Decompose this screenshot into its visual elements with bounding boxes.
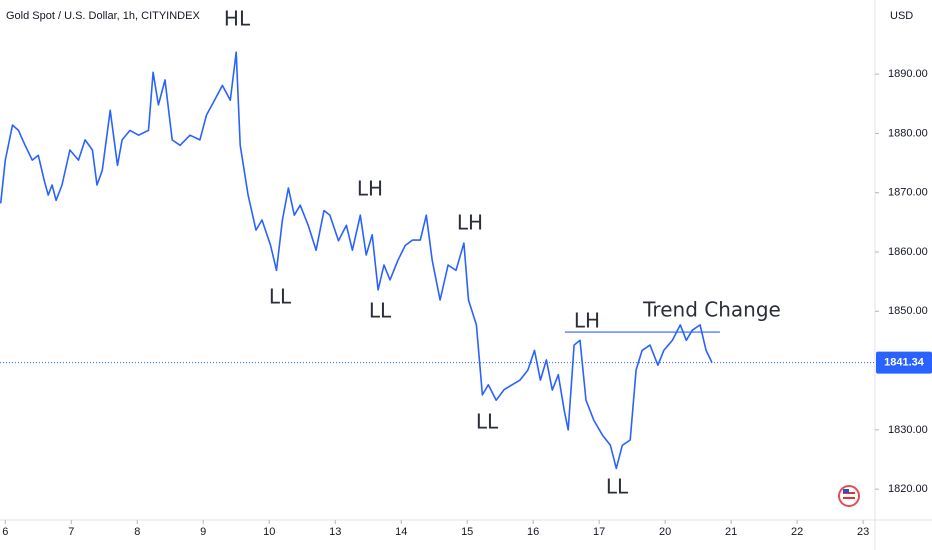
y-tick-label: 1880.00 xyxy=(888,127,928,139)
annotation: LL xyxy=(476,410,499,434)
x-tick-label: 6 xyxy=(2,526,8,538)
last-price-box xyxy=(876,351,932,374)
x-tick-label: 15 xyxy=(461,526,473,538)
x-tick-label: 9 xyxy=(200,526,206,538)
y-tick-label: 1850.00 xyxy=(888,305,928,317)
last-price-label: 1841.34 xyxy=(884,357,925,369)
x-tick-label: 21 xyxy=(725,526,737,538)
y-tick-label: 1890.00 xyxy=(888,68,928,80)
x-tick-label: 16 xyxy=(527,526,539,538)
x-tick-label: 10 xyxy=(263,526,275,538)
chart-title: Gold Spot / U.S. Dollar, 1h, CITYINDEX xyxy=(6,10,200,22)
y-tick-label: 1870.00 xyxy=(888,187,928,199)
x-tick-label: 14 xyxy=(395,526,407,538)
x-tick-label: 22 xyxy=(791,526,803,538)
annotation: LH xyxy=(357,177,383,201)
x-tick-label: 13 xyxy=(329,526,341,538)
annotation: LH xyxy=(457,211,483,235)
annotation: Trend Change xyxy=(642,298,781,322)
flag-icon xyxy=(838,485,860,507)
x-tick-label: 7 xyxy=(68,526,74,538)
x-tick-label: 17 xyxy=(593,526,605,538)
x-tick-label: 8 xyxy=(134,526,140,538)
x-tick-label: 20 xyxy=(659,526,671,538)
annotation: HL xyxy=(224,7,251,31)
annotation: LL xyxy=(269,285,292,309)
y-tick-label: 1830.00 xyxy=(888,424,928,436)
y-tick-label: 1860.00 xyxy=(888,246,928,258)
annotation: LH xyxy=(574,309,600,333)
y-tick-label: 1820.00 xyxy=(888,483,928,495)
currency-label: USD xyxy=(890,10,913,22)
x-tick-label: 23 xyxy=(857,526,869,538)
annotation: LL xyxy=(606,475,629,499)
annotation: LL xyxy=(369,299,392,323)
price-line xyxy=(0,51,713,470)
